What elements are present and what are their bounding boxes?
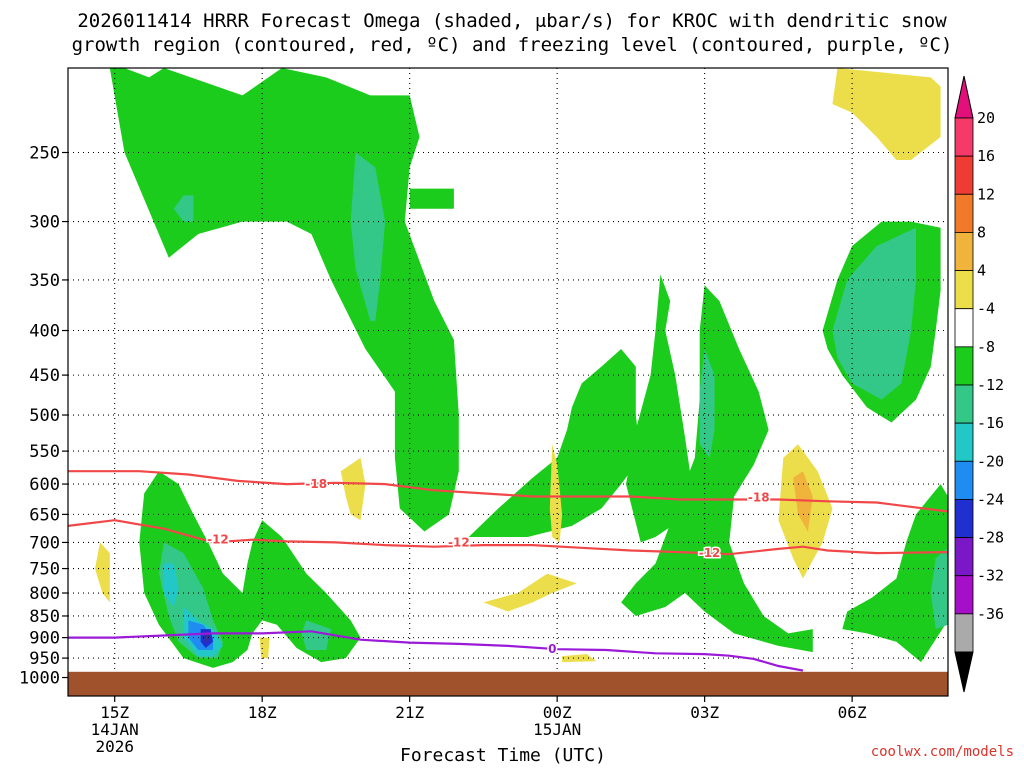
omega-region-23 xyxy=(549,444,563,543)
colorbar-label-11: -28 xyxy=(977,529,1004,547)
contour-label-2: -12 xyxy=(448,535,470,549)
omega-region-7 xyxy=(842,484,948,663)
omega-region-11 xyxy=(301,620,331,650)
colorbar-top-extension xyxy=(954,75,974,119)
contour-label-0: -18 xyxy=(305,477,327,491)
omega-region-9 xyxy=(350,152,386,321)
colorbar: 20 16 12 8 4 -4 -8 -12 -16 -20 -24 -28 -32 -36 xyxy=(954,75,1004,693)
omega-region-1 xyxy=(409,188,454,209)
omega-region-26 xyxy=(259,637,270,659)
colorbar-label-4: 4 xyxy=(977,262,986,280)
y-tick-label-11: 800 xyxy=(29,584,60,604)
y-tick-label-15: 1000 xyxy=(19,669,60,689)
y-tick-label-0: 250 xyxy=(29,144,60,164)
omega-region-20 xyxy=(832,68,941,160)
colorbar-swatch-0 xyxy=(954,117,974,157)
colorbar-swatch-8 xyxy=(954,422,974,462)
plot-frame xyxy=(67,67,949,697)
colorbar-label-6: -8 xyxy=(977,338,995,356)
y-tick-label-7: 600 xyxy=(29,475,60,495)
omega-region-8 xyxy=(173,195,194,222)
contour-line-5 xyxy=(68,630,804,672)
colorbar-label-1: 16 xyxy=(977,147,995,165)
x-tick-label-4-0: 03Z xyxy=(690,703,719,722)
x-tick-label-0-1: 14JAN xyxy=(91,720,139,739)
x-tick-label-0-0: 15Z xyxy=(100,703,129,722)
colorbar-swatch-7 xyxy=(954,384,974,424)
colorbar-label-12: -32 xyxy=(977,567,1004,585)
colorbar-label-9: -20 xyxy=(977,452,1004,470)
y-tick-label-2: 350 xyxy=(29,271,60,291)
colorbar-label-2: 12 xyxy=(977,185,995,203)
x-tick-label-3-1: 15JAN xyxy=(533,720,581,739)
contour-line-0 xyxy=(68,470,949,513)
colorbar-label-7: -12 xyxy=(977,376,1004,394)
axes-layer: 2503003504004505005506006507007508008509… xyxy=(19,67,949,756)
colorbar-label-8: -16 xyxy=(977,414,1004,432)
credit-label: coolwx.com/models xyxy=(870,744,1014,760)
omega-region-24 xyxy=(483,573,577,612)
omega-region-21 xyxy=(95,542,110,603)
colorbar-swatch-9 xyxy=(954,460,974,500)
omega-shading-layer xyxy=(95,68,948,668)
contour-label-4: -18 xyxy=(748,491,770,505)
omega-region-3 xyxy=(468,349,641,537)
ground-layer xyxy=(68,671,948,696)
colorbar-bottom-extension xyxy=(954,651,974,693)
colorbar-label-10: -24 xyxy=(977,490,1004,508)
omega-region-25 xyxy=(562,654,597,663)
x-tick-label-3-0: 00Z xyxy=(543,703,572,722)
y-tick-label-14: 950 xyxy=(29,649,60,669)
colorbar-swatch-1 xyxy=(954,155,974,195)
colorbar-swatch-3 xyxy=(954,232,974,271)
colorbar-swatch-13 xyxy=(954,613,974,653)
omega-region-13 xyxy=(832,227,916,400)
y-tick-label-13: 900 xyxy=(29,629,60,649)
colorbar-swatch-4 xyxy=(954,270,974,310)
y-tick-label-1: 300 xyxy=(29,213,60,233)
contour-label-1: -12 xyxy=(207,533,229,547)
x-axis-title: Forecast Time (UTC) xyxy=(400,745,606,766)
x-tick-label-1-0: 18Z xyxy=(248,703,277,722)
colorbar-label-5: -4 xyxy=(977,300,995,318)
ground-fill xyxy=(68,671,948,696)
colorbar-label-13: -36 xyxy=(977,605,1004,623)
y-tick-label-9: 700 xyxy=(29,533,60,553)
y-tick-label-12: 850 xyxy=(29,607,60,627)
colorbar-label-3: 8 xyxy=(977,223,986,241)
omega-region-5 xyxy=(621,285,813,653)
chart-title-line-2: growth region (contoured, red, ºC) and f… xyxy=(71,34,953,56)
colorbar-swatch-5 xyxy=(954,308,974,348)
omega-region-4 xyxy=(626,274,695,543)
omega-region-19 xyxy=(204,633,210,643)
chart-title-line-1: 2026011414 HRRR Forecast Omega (shaded, … xyxy=(77,10,947,32)
contour-line-1 xyxy=(67,519,949,556)
x-tick-label-5-0: 06Z xyxy=(838,703,867,722)
x-tick-label-2-0: 21Z xyxy=(395,703,424,722)
colorbar-swatch-6 xyxy=(954,346,974,386)
omega-region-0 xyxy=(109,68,459,532)
contour-label-3: -12 xyxy=(699,546,721,560)
colorbar-swatch-12 xyxy=(954,575,974,615)
contour-label-5: 0 xyxy=(548,642,556,656)
omega-region-22 xyxy=(340,457,366,521)
contour-layer: -18 -12 -12 -12 -18 0 xyxy=(67,470,949,672)
y-tick-label-6: 550 xyxy=(29,442,60,462)
colorbar-label-0: 20 xyxy=(977,109,995,127)
y-tick-label-4: 450 xyxy=(29,366,60,386)
y-tick-label-8: 650 xyxy=(29,505,60,525)
omega-region-15 xyxy=(163,563,179,607)
colorbar-swatch-10 xyxy=(954,499,974,538)
y-tick-label-10: 750 xyxy=(29,560,60,580)
colorbar-swatch-11 xyxy=(954,537,974,577)
x-tick-label-0-2: 2026 xyxy=(95,737,134,756)
omega-region-12 xyxy=(699,349,715,458)
y-tick-label-3: 400 xyxy=(29,322,60,342)
y-tick-label-5: 500 xyxy=(29,406,60,426)
colorbar-swatch-2 xyxy=(954,193,974,233)
